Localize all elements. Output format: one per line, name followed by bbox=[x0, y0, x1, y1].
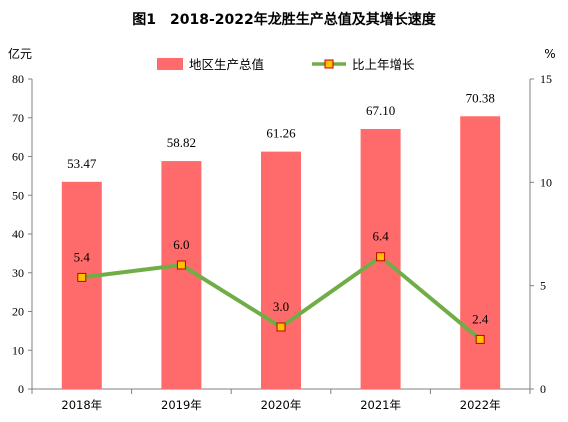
left-tick-label: 60 bbox=[12, 150, 24, 164]
bar-value-label: 70.38 bbox=[466, 90, 495, 105]
line-value-label: 6.4 bbox=[372, 229, 389, 244]
right-tick-label: 0 bbox=[540, 382, 546, 396]
line-series bbox=[77, 252, 485, 344]
left-tick-label: 30 bbox=[12, 266, 24, 280]
left-tick-label: 20 bbox=[12, 305, 24, 319]
line-point-marker bbox=[77, 272, 87, 282]
x-tick-label: 2018年 bbox=[61, 398, 102, 412]
x-tick-label: 2020年 bbox=[261, 398, 302, 412]
right-axis-unit: % bbox=[544, 47, 555, 61]
bar bbox=[61, 181, 102, 389]
line-point-marker bbox=[475, 334, 485, 344]
bar-value-label: 53.47 bbox=[67, 156, 97, 171]
left-axis-unit: 亿元 bbox=[8, 46, 32, 61]
right-tick-label: 15 bbox=[540, 72, 552, 86]
x-tick-label: 2019年 bbox=[161, 398, 202, 412]
legend: 地区生产总值 比上年增长 bbox=[157, 57, 415, 72]
left-tick-label: 0 bbox=[18, 382, 24, 396]
left-tick-label: 40 bbox=[12, 227, 24, 241]
chart-title: 图1 2018-2022年龙胜生产总值及其增长速度 bbox=[132, 11, 436, 28]
legend-swatch-growth-marker bbox=[324, 59, 334, 69]
line-value-label: 6.0 bbox=[173, 237, 189, 252]
bar bbox=[261, 151, 301, 389]
left-tick-label: 50 bbox=[12, 188, 24, 202]
line-point-marker bbox=[376, 252, 386, 262]
line-value-label: 3.0 bbox=[273, 299, 289, 314]
bar-value-label: 67.10 bbox=[366, 103, 395, 118]
line-value-label: 2.4 bbox=[472, 311, 489, 326]
x-tick-label: 2022年 bbox=[460, 398, 501, 412]
bar-value-label: 58.82 bbox=[167, 135, 196, 150]
x-tick-label: 2021年 bbox=[360, 398, 401, 412]
data-labels: 53.47 58.82 61.26 67.10 70.38 5.4 6.0 3.0 6.4 2.4 bbox=[67, 90, 495, 326]
line-point-marker bbox=[176, 260, 186, 270]
legend-label-growth: 比上年增长 bbox=[352, 57, 415, 72]
right-tick-label: 5 bbox=[540, 279, 546, 293]
bar bbox=[460, 116, 501, 389]
right-tick-label: 10 bbox=[540, 175, 552, 189]
bar-value-label: 61.26 bbox=[266, 126, 296, 141]
left-tick-label: 70 bbox=[12, 111, 24, 125]
left-tick-label: 10 bbox=[12, 343, 24, 357]
axes: 0 10 20 30 40 50 60 70 80 0 5 10 15 2018年 2019年 2020年 20… bbox=[12, 72, 552, 412]
line-point-marker bbox=[276, 322, 286, 332]
bar-series bbox=[61, 116, 501, 390]
left-tick-label: 80 bbox=[12, 72, 24, 86]
line-value-label: 5.4 bbox=[74, 249, 91, 264]
legend-swatch-gdp bbox=[157, 58, 183, 70]
legend-label-gdp: 地区生产总值 bbox=[189, 57, 264, 72]
